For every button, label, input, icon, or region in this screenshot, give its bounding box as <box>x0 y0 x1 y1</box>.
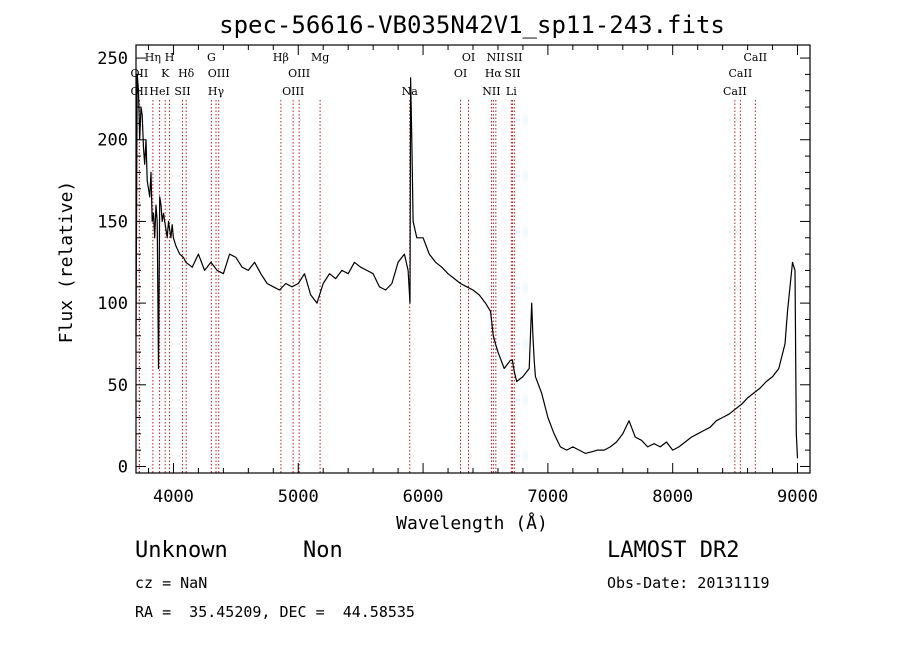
marker-label: Hδ <box>178 67 195 80</box>
spectrum-line <box>135 73 799 459</box>
x-axis-label: Wavelength (Å) <box>396 512 548 534</box>
marker-label: OIII <box>282 85 304 98</box>
marker-label: Li <box>506 85 517 98</box>
axes: 4000 5000 6000 7000 8000 9000 0 50 100 150 200 250 <box>97 44 818 507</box>
marker-label: SII <box>504 67 520 80</box>
marker-label: OIII <box>288 67 310 80</box>
y-tick-label: 250 <box>97 49 128 69</box>
x-tick-label: 7000 <box>527 487 568 507</box>
y-tick-label: 50 <box>108 376 128 396</box>
marker-label: OII <box>131 85 149 98</box>
x-tick-label: 4000 <box>153 487 194 507</box>
marker-label: CaII <box>743 51 767 64</box>
marker-label: CaII <box>723 85 747 98</box>
marker-label: OII <box>131 67 149 80</box>
marker-label: CaII <box>729 67 753 80</box>
marker-label: Na <box>402 85 419 98</box>
marker-label: NII <box>482 85 500 98</box>
spectrum-series <box>135 73 799 459</box>
marker-label: OI <box>462 51 475 64</box>
marker-label: SII <box>506 51 522 64</box>
y-tick-label: 200 <box>97 131 128 151</box>
y-axis-label: Flux (relative) <box>56 181 77 344</box>
marker-label: Hγ <box>208 85 225 98</box>
x-tick-label: 9000 <box>777 487 818 507</box>
y-tick-label: 0 <box>118 457 128 477</box>
x-tick-label: 5000 <box>278 487 319 507</box>
obs-date-text: Obs-Date: 20131119 <box>607 574 770 592</box>
marker-label: G <box>207 51 216 64</box>
y-tick-label: 100 <box>97 294 128 314</box>
x-tick-label: 6000 <box>403 487 444 507</box>
marker-label: Hα <box>485 67 503 80</box>
marker-label: OI <box>454 67 467 80</box>
subclass-label: Non <box>303 538 343 563</box>
marker-label: H <box>165 51 175 64</box>
marker-label: SII <box>174 85 190 98</box>
marker-label: OIII <box>208 67 230 80</box>
marker-label: NII <box>487 51 505 64</box>
chart-title: spec-56616-VB035N42V1_sp11-243.fits <box>219 11 725 39</box>
marker-label: Mg <box>311 51 329 64</box>
y-tick-label: 150 <box>97 212 128 232</box>
coordinates-text: RA = 35.45209, DEC = 44.58535 <box>135 603 415 621</box>
x-tick-label: 8000 <box>652 487 693 507</box>
marker-label: K <box>161 67 170 80</box>
marker-label: Hη <box>145 51 161 64</box>
redshift-text: cz = NaN <box>135 574 208 592</box>
class-label: Unknown <box>135 538 228 563</box>
marker-label: Hβ <box>273 51 289 64</box>
line-markers: OIIOIIHηHeIKHSIIHδGHγOIIIHβOIIIOIIIMgNaO… <box>131 51 767 473</box>
marker-label: HeI <box>149 85 169 98</box>
survey-label: LAMOST DR2 <box>607 538 740 563</box>
